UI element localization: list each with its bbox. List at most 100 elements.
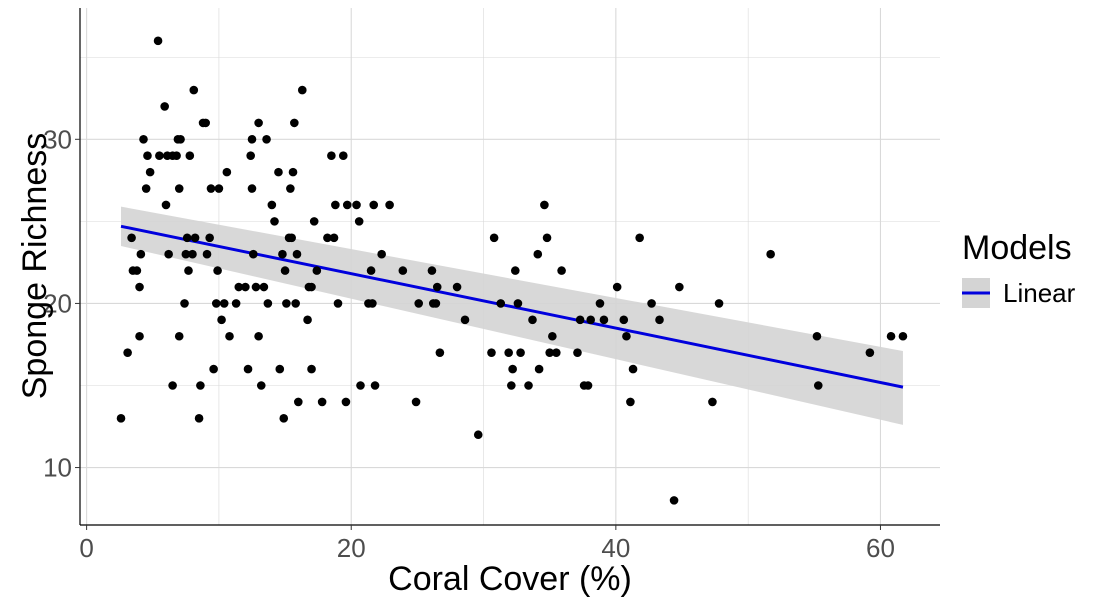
data-point bbox=[213, 266, 222, 275]
x-tick-label: 60 bbox=[866, 533, 895, 563]
data-point bbox=[201, 118, 210, 128]
data-point bbox=[161, 200, 171, 210]
data-point bbox=[202, 249, 212, 259]
data-point bbox=[504, 348, 513, 357]
data-point bbox=[368, 299, 377, 308]
data-point bbox=[139, 135, 148, 144]
data-point bbox=[516, 348, 525, 357]
data-point bbox=[280, 266, 290, 275]
x-tick-label: 40 bbox=[601, 533, 630, 563]
data-point bbox=[626, 397, 635, 407]
data-point bbox=[278, 249, 287, 259]
data-point bbox=[813, 381, 823, 390]
data-point bbox=[135, 331, 144, 341]
data-point bbox=[575, 315, 585, 325]
data-point bbox=[254, 118, 263, 128]
data-point bbox=[510, 266, 520, 275]
data-point bbox=[545, 348, 554, 357]
data-point bbox=[323, 233, 332, 243]
data-point bbox=[206, 184, 216, 193]
data-point bbox=[411, 397, 421, 407]
data-point bbox=[557, 266, 566, 275]
data-point bbox=[473, 430, 483, 440]
data-point bbox=[291, 299, 300, 308]
confidence-ribbon bbox=[121, 206, 903, 425]
data-point bbox=[127, 233, 136, 243]
data-point bbox=[540, 200, 549, 210]
data-point bbox=[307, 364, 316, 374]
data-point bbox=[172, 151, 181, 161]
data-point bbox=[622, 331, 631, 341]
data-point bbox=[247, 184, 257, 193]
data-point bbox=[385, 200, 394, 210]
data-point bbox=[279, 414, 289, 423]
data-point bbox=[145, 167, 155, 177]
data-point bbox=[534, 364, 544, 374]
data-point bbox=[246, 151, 255, 161]
data-point bbox=[766, 249, 775, 259]
data-point bbox=[168, 381, 177, 390]
grid-layer bbox=[80, 8, 940, 525]
legend-label-linear: Linear bbox=[1003, 278, 1076, 308]
data-point bbox=[132, 266, 142, 275]
data-point bbox=[452, 282, 462, 292]
data-point bbox=[270, 217, 279, 226]
data-point bbox=[675, 282, 684, 292]
data-point bbox=[435, 348, 445, 357]
data-point bbox=[155, 151, 164, 161]
data-point bbox=[153, 36, 163, 46]
data-point bbox=[708, 397, 717, 407]
data-point bbox=[217, 315, 226, 325]
data-point bbox=[552, 348, 561, 357]
data-point bbox=[432, 282, 442, 292]
data-point bbox=[143, 151, 152, 161]
legend: Models Linear bbox=[962, 229, 1076, 308]
data-point bbox=[595, 299, 605, 308]
x-tick-label: 20 bbox=[337, 533, 366, 563]
data-point bbox=[241, 282, 250, 292]
data-point bbox=[669, 496, 679, 505]
data-point bbox=[116, 414, 126, 423]
confidence-ribbon-layer bbox=[121, 206, 903, 425]
y-axis-title: Sponge Richness bbox=[16, 133, 54, 400]
data-point bbox=[573, 348, 582, 357]
data-point bbox=[352, 200, 361, 210]
data-point bbox=[247, 135, 257, 144]
data-point bbox=[196, 381, 205, 390]
data-point bbox=[427, 266, 437, 275]
data-point bbox=[219, 299, 229, 308]
data-point bbox=[513, 299, 523, 308]
data-point bbox=[136, 249, 146, 259]
axes-layer bbox=[79, 8, 940, 526]
data-point bbox=[331, 200, 340, 210]
data-point bbox=[243, 364, 253, 374]
data-point bbox=[398, 266, 408, 275]
ticks-layer: 0 20 40 60 10 20 30 bbox=[43, 124, 895, 563]
data-point bbox=[262, 135, 271, 144]
data-point bbox=[647, 299, 656, 308]
data-point bbox=[812, 331, 822, 341]
data-point bbox=[628, 364, 638, 374]
y-tick-label: 10 bbox=[43, 453, 72, 483]
data-point bbox=[164, 249, 173, 259]
data-point bbox=[366, 266, 376, 275]
x-tick-label: 0 bbox=[79, 533, 93, 563]
data-point bbox=[214, 184, 224, 193]
data-point bbox=[282, 299, 291, 308]
data-point bbox=[254, 331, 263, 341]
data-point bbox=[297, 85, 307, 95]
data-point bbox=[487, 348, 496, 357]
data-point bbox=[312, 266, 322, 275]
data-point bbox=[508, 364, 517, 374]
data-point bbox=[333, 299, 343, 308]
data-point bbox=[303, 315, 312, 325]
data-point bbox=[176, 135, 185, 144]
data-point bbox=[619, 315, 629, 325]
data-point bbox=[307, 282, 316, 292]
x-axis-title: Coral Cover (%) bbox=[388, 560, 632, 598]
data-point bbox=[635, 233, 644, 243]
data-point bbox=[317, 397, 327, 407]
data-point bbox=[288, 167, 298, 177]
data-point bbox=[174, 184, 184, 193]
